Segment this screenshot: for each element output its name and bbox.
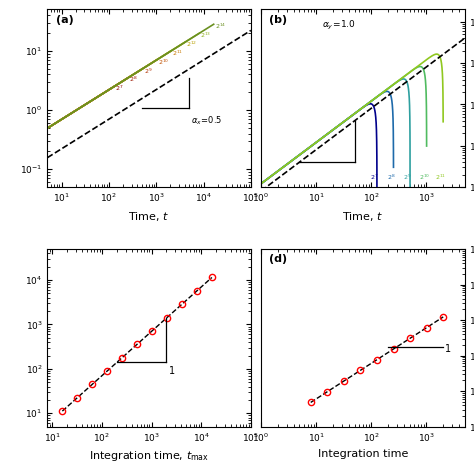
Text: $2^{10}$: $2^{10}$ bbox=[419, 173, 430, 182]
Text: $2^{14}$: $2^{14}$ bbox=[215, 22, 226, 31]
Text: $\alpha_x\!=\!0.5$: $\alpha_x\!=\!0.5$ bbox=[191, 114, 223, 127]
Text: $2^{9}$: $2^{9}$ bbox=[144, 66, 152, 75]
Text: $2^{9}$: $2^{9}$ bbox=[403, 173, 412, 182]
X-axis label: Time, $t$: Time, $t$ bbox=[128, 210, 170, 223]
Text: 1: 1 bbox=[169, 366, 175, 376]
X-axis label: Time, $t$: Time, $t$ bbox=[342, 210, 383, 223]
Text: $2^{8}$: $2^{8}$ bbox=[387, 173, 395, 182]
Text: $2^{12}$: $2^{12}$ bbox=[186, 39, 197, 49]
Text: $2^{11}$: $2^{11}$ bbox=[172, 48, 183, 58]
Text: (a): (a) bbox=[55, 15, 73, 25]
Text: $2^{8}$: $2^{8}$ bbox=[129, 75, 138, 84]
X-axis label: Integration time: Integration time bbox=[318, 449, 408, 459]
Text: $2^{7}$: $2^{7}$ bbox=[370, 173, 379, 182]
Text: (b): (b) bbox=[269, 15, 287, 25]
Text: $2^{7}$: $2^{7}$ bbox=[115, 84, 123, 93]
Text: $2^{11}$: $2^{11}$ bbox=[435, 173, 447, 182]
Text: 1: 1 bbox=[445, 344, 451, 354]
X-axis label: Integration time, $t_{\mathrm{max}}$: Integration time, $t_{\mathrm{max}}$ bbox=[89, 449, 209, 464]
Text: $\alpha_y\!=\!1.0$: $\alpha_y\!=\!1.0$ bbox=[322, 18, 356, 32]
Text: (d): (d) bbox=[269, 255, 287, 264]
Text: $2^{10}$: $2^{10}$ bbox=[158, 57, 169, 67]
Text: $2^{13}$: $2^{13}$ bbox=[201, 31, 212, 40]
